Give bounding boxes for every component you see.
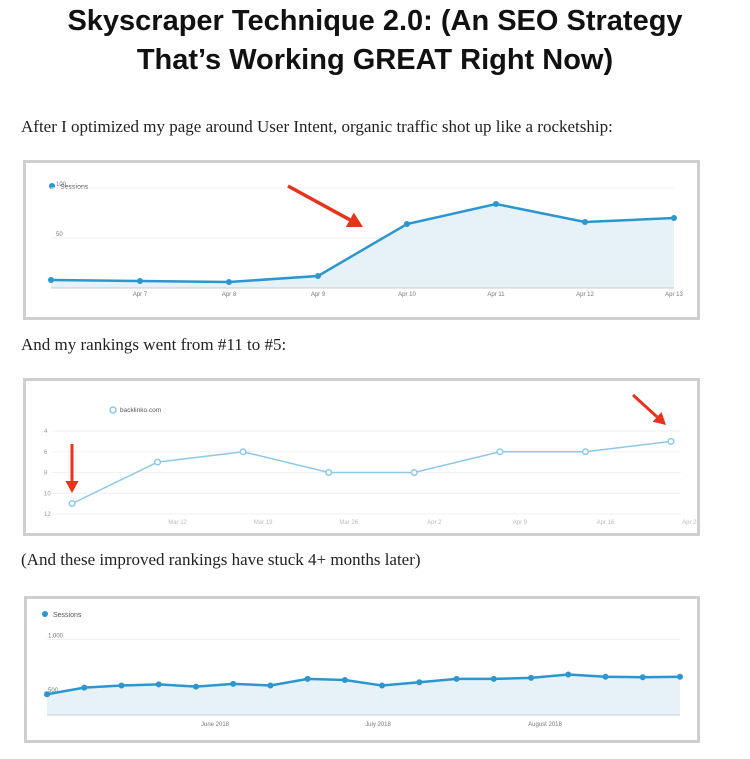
data-point (68, 500, 76, 508)
y-tick-label: 10 (44, 491, 51, 497)
legend-label: backlinko.com (120, 407, 161, 414)
data-point (267, 682, 274, 689)
page-title: Skyscraper Technique 2.0: (An SEO Strate… (0, 2, 750, 80)
data-point (404, 221, 410, 227)
x-tick-label: July 2018 (365, 722, 391, 728)
x-tick-label: June 2018 (201, 722, 230, 728)
data-point (325, 468, 333, 477)
legend-dot-icon (109, 406, 117, 414)
data-point (315, 273, 321, 279)
data-point (582, 219, 588, 225)
y-tick-label: 50 (56, 232, 63, 238)
y-tick-label: 6 (44, 450, 48, 456)
data-point (490, 675, 497, 682)
series-line (71, 440, 672, 505)
data-point (48, 277, 54, 283)
annotation-arrow-left-head (65, 481, 79, 493)
data-point (581, 448, 589, 456)
data-point (118, 682, 125, 689)
data-point (667, 437, 675, 445)
data-point (154, 458, 162, 466)
data-point (155, 681, 162, 688)
series-line (50, 202, 675, 284)
data-point (410, 468, 418, 477)
annotation-arrow-head (345, 212, 363, 228)
data-point (304, 675, 311, 682)
data-point (416, 679, 423, 686)
y-tick-label: 8 (44, 471, 48, 477)
page-title-line-1: Skyscraper Technique 2.0: (An SEO Strate… (67, 5, 683, 37)
y-tick-label: 4 (44, 429, 48, 435)
x-tick-label: Apr 13 (665, 292, 683, 298)
data-point (379, 682, 386, 689)
x-tick-label: Mar 19 (254, 520, 273, 526)
data-point (81, 684, 88, 691)
data-point (493, 201, 499, 207)
y-tick-label: 100 (56, 182, 67, 188)
rankings-paragraph: And my rankings went from #11 to #5: (21, 335, 287, 354)
x-tick-label: Apr 7 (133, 292, 148, 298)
x-tick-label: Apr 9 (513, 520, 528, 526)
page-title-line-2: That’s Working GREAT Right Now) (136, 44, 614, 76)
x-tick-label: August 2018 (528, 722, 562, 728)
data-point (496, 448, 504, 456)
x-tick-label: Apr 11 (487, 292, 505, 298)
series-area (47, 674, 680, 715)
longterm-sessions-chart: Sessions 1,000 500 June 2018 July 2018 August… (42, 611, 683, 728)
data-point (230, 680, 237, 687)
rankings-stuck-paragraph: (And these improved rankings have stuck … (21, 550, 421, 569)
data-point (528, 674, 535, 681)
annotation-arrow-right-shaft (631, 393, 659, 419)
data-point (192, 683, 199, 690)
y-tick-label: 12 (44, 512, 51, 518)
series-line (46, 673, 681, 696)
legend-dot-icon (42, 611, 48, 617)
y-tick-label: 500 (48, 688, 59, 694)
x-tick-label: Apr 12 (576, 292, 594, 298)
x-tick-label: Apr 23 (682, 520, 697, 526)
y-tick-label: 1,000 (48, 634, 64, 640)
data-point (602, 673, 609, 680)
data-point (671, 215, 677, 221)
data-point (226, 279, 232, 285)
data-point (137, 278, 143, 284)
x-tick-label: Mar 26 (339, 520, 358, 526)
x-tick-label: Apr 9 (311, 292, 326, 298)
intro-paragraph: After I optimized my page around User In… (21, 117, 613, 136)
legend-label: Sessions (53, 612, 82, 619)
data-point (677, 673, 683, 680)
data-point (565, 671, 572, 678)
annotation-arrow-right-head (652, 412, 666, 425)
data-point (341, 677, 348, 684)
x-tick-label: Apr 16 (597, 520, 615, 526)
data-point (639, 674, 646, 681)
data-point (44, 691, 50, 698)
x-tick-label: Apr 2 (427, 520, 442, 526)
longterm-sessions-chart-frame: Sessions 1,000 500 June 2018 July 2018 August… (24, 596, 700, 743)
data-point (239, 448, 247, 456)
series-area (51, 204, 674, 288)
x-tick-label: Mar 12 (168, 520, 187, 526)
annotation-arrow-shaft (287, 184, 351, 222)
data-point (453, 675, 460, 682)
x-tick-label: Apr 10 (398, 292, 416, 298)
rankings-chart: backlinko.com 4 6 8 10 12 Mar 12 Mar 19 Mar 26 Ap… (44, 393, 700, 526)
x-tick-label: Apr 8 (222, 292, 237, 298)
rankings-chart-frame: backlinko.com 4 6 8 10 12 Mar 12 Mar 19 Mar 26 Ap… (23, 378, 700, 536)
